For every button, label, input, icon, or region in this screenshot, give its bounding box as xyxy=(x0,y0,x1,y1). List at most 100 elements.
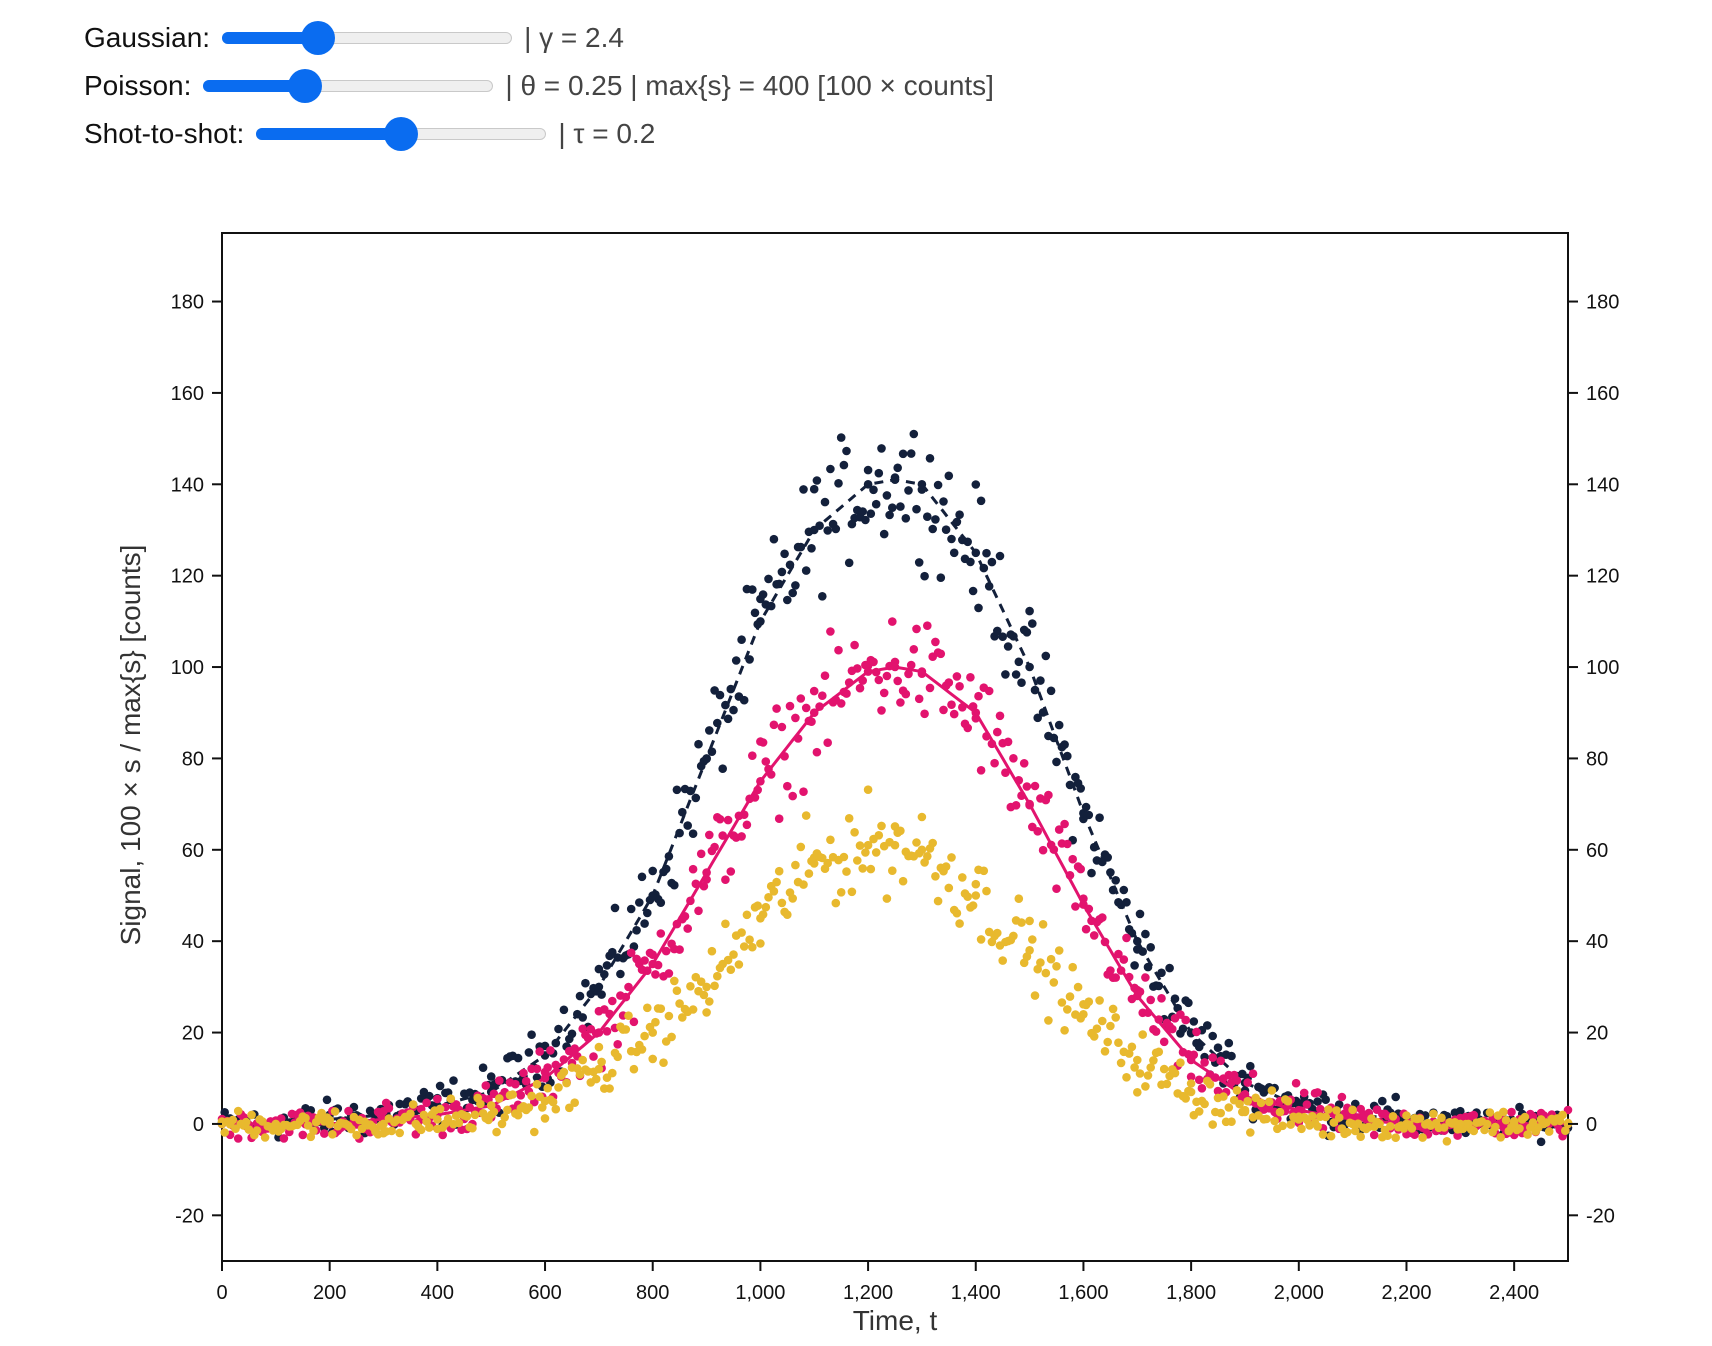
data-point xyxy=(661,946,671,956)
data-point xyxy=(812,747,822,757)
data-point xyxy=(1089,931,1099,940)
data-point xyxy=(885,510,894,520)
data-point xyxy=(470,1110,480,1120)
data-point xyxy=(1332,1106,1341,1115)
data-point xyxy=(629,1064,639,1074)
data-point xyxy=(866,864,876,874)
data-point xyxy=(890,840,900,850)
data-point xyxy=(947,534,956,544)
data-point xyxy=(1194,1075,1204,1085)
data-point xyxy=(963,723,972,733)
data-point xyxy=(626,904,636,914)
data-point xyxy=(1482,1119,1492,1129)
data-point xyxy=(836,699,846,708)
data-point xyxy=(1133,1055,1142,1065)
data-point xyxy=(425,1123,434,1132)
slider-thumb[interactable] xyxy=(384,117,419,151)
data-point xyxy=(715,814,725,824)
data-point xyxy=(904,486,913,495)
data-point xyxy=(791,860,800,870)
data-point xyxy=(710,842,719,852)
data-point xyxy=(1122,933,1131,943)
gaussian-slider[interactable] xyxy=(222,14,513,62)
data-point xyxy=(1149,1056,1158,1065)
data-point xyxy=(713,971,722,981)
data-point xyxy=(1138,1030,1147,1039)
data-point xyxy=(637,872,647,882)
data-point xyxy=(675,945,684,954)
series-line xyxy=(222,665,1568,1126)
data-point xyxy=(551,1104,561,1114)
data-point xyxy=(425,1091,434,1101)
data-point xyxy=(1453,1131,1462,1140)
shot-to-shot-slider[interactable] xyxy=(256,110,547,158)
data-point xyxy=(933,896,943,906)
y-tick-label-right: 160 xyxy=(1586,383,1619,405)
data-point xyxy=(1060,1026,1069,1035)
data-point xyxy=(1159,1064,1169,1074)
data-point xyxy=(379,1119,388,1129)
data-point xyxy=(920,571,929,581)
data-point xyxy=(925,454,935,463)
data-point xyxy=(656,929,666,938)
data-point xyxy=(955,510,964,519)
data-point xyxy=(906,449,916,458)
data-point xyxy=(707,747,717,756)
data-point xyxy=(1343,1127,1352,1137)
data-point xyxy=(1060,819,1069,829)
x-tick-label: 0 xyxy=(216,1282,227,1304)
data-point xyxy=(1402,1111,1411,1120)
data-point xyxy=(320,1129,329,1138)
data-point xyxy=(758,590,768,599)
data-point xyxy=(1186,1087,1196,1097)
data-point xyxy=(527,1091,536,1101)
data-point xyxy=(597,1057,606,1067)
data-point xyxy=(987,557,997,567)
y-tick-label-left: 0 xyxy=(193,1114,204,1136)
data-point xyxy=(513,1110,523,1120)
data-point xyxy=(1025,946,1034,955)
data-point xyxy=(1219,1092,1228,1101)
y-tick-label-left: 180 xyxy=(171,292,204,314)
data-point xyxy=(1041,651,1051,661)
data-point xyxy=(917,812,927,822)
data-point xyxy=(785,701,795,711)
data-point xyxy=(949,548,959,558)
slider-thumb[interactable] xyxy=(287,69,322,103)
data-point xyxy=(1063,839,1072,849)
slider-thumb[interactable] xyxy=(300,21,335,55)
data-point xyxy=(629,1017,639,1027)
series-3 xyxy=(222,665,1568,1126)
data-point xyxy=(1313,1088,1322,1097)
data-point xyxy=(993,727,1002,737)
data-point xyxy=(931,872,940,881)
poisson-slider[interactable] xyxy=(203,62,494,110)
data-point xyxy=(1122,1073,1131,1082)
data-point xyxy=(220,1108,229,1117)
data-point xyxy=(1429,1109,1438,1119)
data-point xyxy=(912,624,921,634)
data-point xyxy=(756,939,765,948)
data-point xyxy=(699,990,709,1000)
data-point xyxy=(624,982,633,992)
data-point xyxy=(519,1068,528,1078)
data-point xyxy=(769,720,779,730)
data-point xyxy=(1108,1004,1118,1014)
data-point xyxy=(850,828,859,837)
data-point xyxy=(1536,1137,1546,1147)
x-tick-label: 2,400 xyxy=(1489,1282,1539,1304)
data-point xyxy=(968,901,978,910)
shot-to-shot-readout: | τ = 0.2 xyxy=(558,118,656,149)
data-point xyxy=(1103,853,1112,862)
data-point xyxy=(917,845,927,855)
data-point xyxy=(1133,936,1142,946)
data-point xyxy=(521,1076,531,1086)
data-point xyxy=(694,906,703,916)
data-point xyxy=(869,657,878,667)
data-point xyxy=(1491,1122,1500,1132)
data-point xyxy=(984,582,994,591)
y-tick-label-left: 160 xyxy=(171,383,204,405)
data-point xyxy=(1561,1126,1570,1135)
data-point xyxy=(1071,902,1080,911)
data-point xyxy=(637,1045,647,1054)
